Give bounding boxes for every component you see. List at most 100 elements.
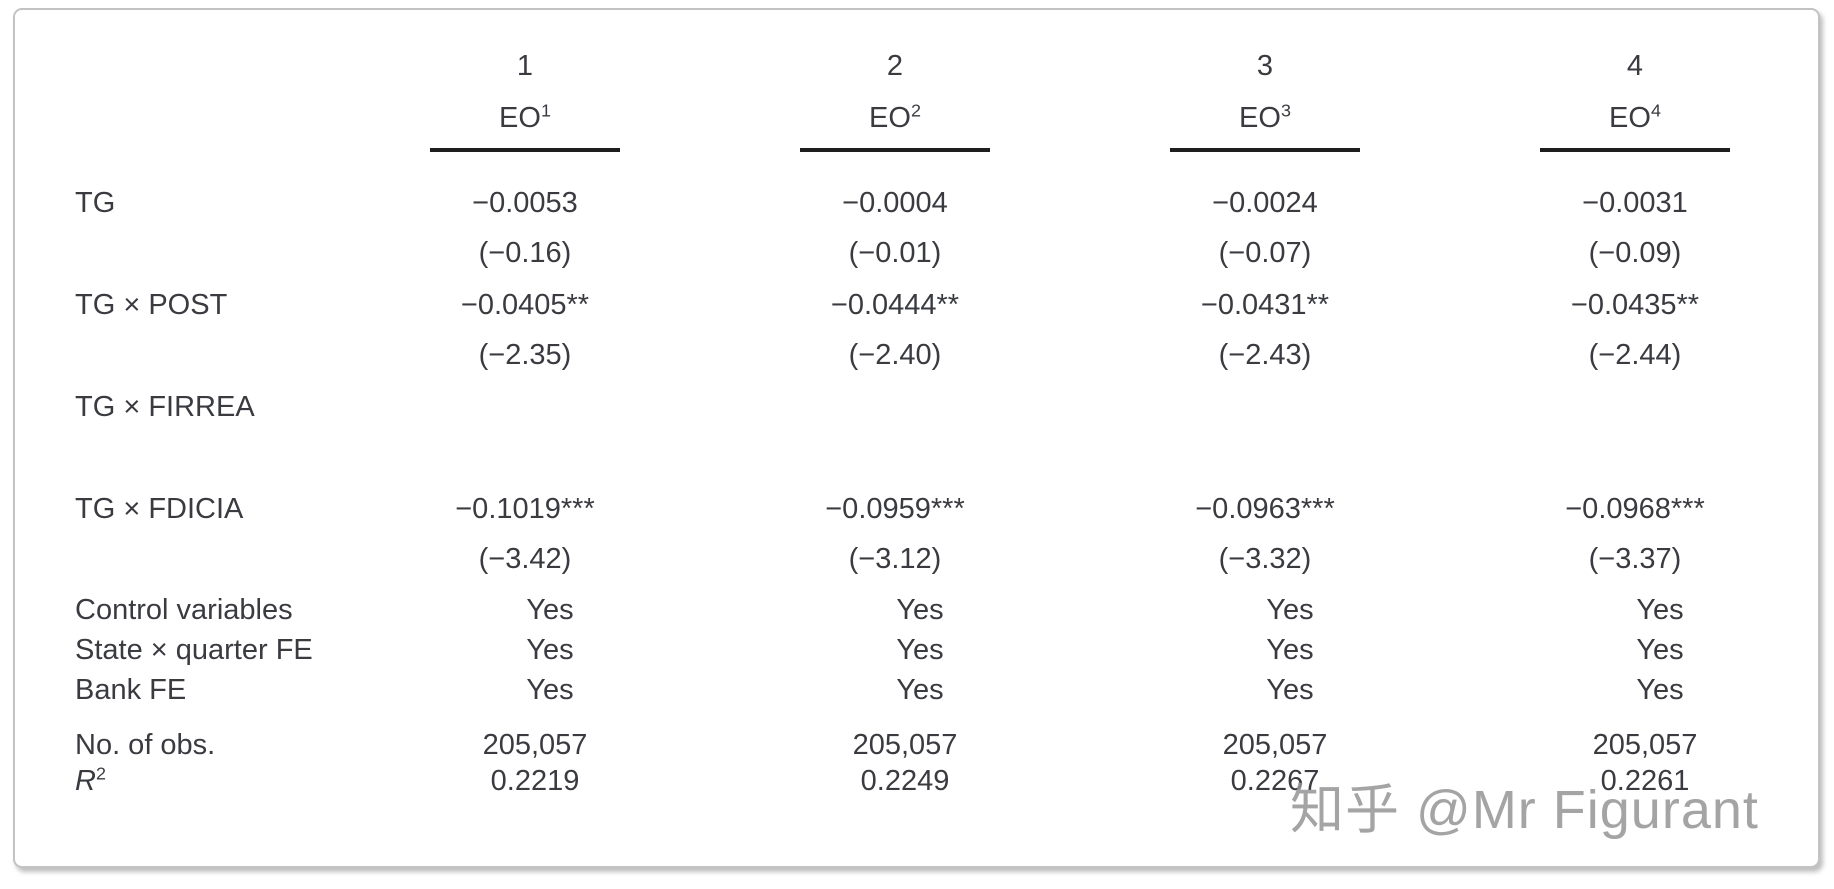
value-cell: 205,057: [1450, 727, 1820, 763]
tstat-value: (−3.12): [848, 543, 942, 575]
dep-var-label: EO4: [1450, 100, 1820, 136]
header-underline: [430, 148, 620, 152]
table-row: No. of obs. 205,057 205,057 205,057 205,057: [60, 727, 1820, 763]
info-value: Yes: [1266, 674, 1314, 706]
dep-var-base: EO: [1239, 102, 1281, 134]
row-label: No. of obs.: [75, 729, 216, 761]
value-cell: Yes: [1450, 630, 1820, 670]
row-label: State × quarter FE: [75, 634, 313, 666]
table-row: Control variables Yes Yes Yes Yes: [60, 590, 1820, 630]
info-value: Yes: [896, 674, 944, 706]
coef-value: [1450, 382, 1820, 432]
tstat-value: (−2.43): [1218, 339, 1312, 371]
dep-var-superscript: 4: [1650, 100, 1661, 121]
table-row: R2 0.2219 0.2249 0.2267 0.2261: [60, 763, 1820, 799]
coef-cell: −0.0963*** (−3.32): [1080, 484, 1450, 584]
column-header: 4 EO4: [1450, 48, 1820, 152]
info-value: Yes: [1636, 594, 1684, 626]
info-value: Yes: [896, 594, 944, 626]
stat-value: 0.2219: [490, 765, 580, 797]
coef-cell: −0.0053 (−0.16): [340, 178, 710, 278]
coef-value: −0.0405**: [460, 289, 590, 321]
column-number: 1: [516, 50, 534, 82]
table-row: TG × POST −0.0405** (−2.35) −0.0444** (−2.40…: [60, 280, 1820, 380]
stat-value: 0.2249: [860, 765, 950, 797]
coef-cell: [1450, 382, 1820, 482]
value-cell: 205,057: [710, 727, 1080, 763]
coef-value: −0.0004: [842, 187, 948, 219]
dep-var-base: EO: [499, 102, 541, 134]
coef-value: −0.0963***: [1195, 493, 1335, 525]
table-row: TG × FDICIA −0.1019*** (−3.42) −0.0959*** (−…: [60, 484, 1820, 584]
tstat-value: (−3.42): [478, 543, 572, 575]
header-underline: [1170, 148, 1360, 152]
value-cell: 205,057: [340, 727, 710, 763]
value-cell: 0.2219: [340, 763, 710, 799]
value-cell: Yes: [1450, 670, 1820, 710]
row-label: R2: [60, 763, 340, 799]
table-header-row: 1 EO1 2 EO2 3 EO3 4 EO4: [60, 10, 1820, 152]
value-cell: Yes: [340, 630, 710, 670]
info-value: Yes: [526, 674, 574, 706]
tstat-value: (−2.44): [1588, 339, 1682, 371]
tstat-value: [340, 432, 710, 482]
stat-value: 205,057: [1222, 729, 1328, 761]
value-cell: 205,057: [1080, 727, 1450, 763]
coef-value: −0.0968***: [1565, 493, 1705, 525]
coef-value: [340, 382, 710, 432]
dep-var-superscript: 1: [540, 100, 551, 121]
row-label: Bank FE: [75, 674, 187, 706]
tstat-value: (−3.37): [1588, 543, 1682, 575]
dep-var-base: EO: [1609, 102, 1651, 134]
value-cell: Yes: [1080, 630, 1450, 670]
stat-value: 0.2267: [1230, 765, 1320, 797]
coef-value: −0.1019***: [455, 493, 595, 525]
row-label: Control variables: [75, 594, 293, 626]
dep-var-label: EO1: [340, 100, 710, 136]
coef-cell: −0.1019*** (−3.42): [340, 484, 710, 584]
dep-var-label: EO3: [1080, 100, 1450, 136]
column-number: 3: [1256, 50, 1274, 82]
coef-cell: −0.0031 (−0.09): [1450, 178, 1820, 278]
tstat-value: [710, 432, 1080, 482]
stat-value: 205,057: [1592, 729, 1698, 761]
value-cell: Yes: [340, 590, 710, 630]
coef-value: [1080, 382, 1450, 432]
info-value: Yes: [1636, 634, 1684, 666]
value-cell: Yes: [340, 670, 710, 710]
coef-value: −0.0959***: [825, 493, 965, 525]
info-value: Yes: [1266, 634, 1314, 666]
coef-cell: [340, 382, 710, 482]
dep-var-label: EO2: [710, 100, 1080, 136]
info-value: Yes: [526, 594, 574, 626]
tstat-value: [1080, 432, 1450, 482]
stat-value: 205,057: [852, 729, 958, 761]
coef-value: −0.0444**: [830, 289, 960, 321]
coef-cell: −0.0435** (−2.44): [1450, 280, 1820, 380]
table-body: TG −0.0053 (−0.16) −0.0004 (−0.01) −0.0024 (−0…: [60, 178, 1820, 799]
table-row: Bank FE Yes Yes Yes Yes: [60, 670, 1820, 710]
value-cell: Yes: [1080, 670, 1450, 710]
row-label: TG × POST: [75, 289, 228, 321]
regression-table: 1 EO1 2 EO2 3 EO3 4 EO4 TG −0.0053 (−0.16) −0.0004…: [60, 10, 1820, 799]
row-label: TG: [75, 187, 116, 219]
row-label-base: R: [75, 765, 96, 797]
row-label: TG × FIRREA: [75, 391, 255, 423]
value-cell: 0.2249: [710, 763, 1080, 799]
info-value: Yes: [896, 634, 944, 666]
coef-cell: −0.0444** (−2.40): [710, 280, 1080, 380]
tstat-value: (−2.35): [478, 339, 572, 371]
tstat-value: (−0.16): [478, 237, 572, 269]
tstat-value: (−0.07): [1218, 237, 1312, 269]
stat-value: 0.2261: [1600, 765, 1690, 797]
column-header: 1 EO1: [340, 48, 710, 152]
row-label: TG × FDICIA: [75, 493, 244, 525]
value-cell: Yes: [710, 670, 1080, 710]
dep-var-base: EO: [869, 102, 911, 134]
table-row: State × quarter FE Yes Yes Yes Yes: [60, 630, 1820, 670]
table-card: 1 EO1 2 EO2 3 EO3 4 EO4 TG −0.0053 (−0.16) −0.0004…: [13, 8, 1820, 868]
coef-value: −0.0431**: [1200, 289, 1330, 321]
value-cell: 0.2267: [1080, 763, 1450, 799]
coef-cell: [1080, 382, 1450, 482]
